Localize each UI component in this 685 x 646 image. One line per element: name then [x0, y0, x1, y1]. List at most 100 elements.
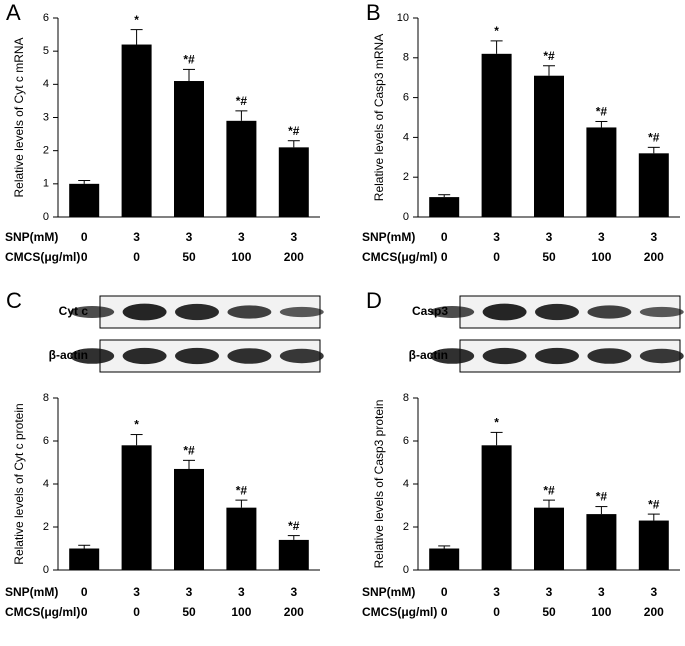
x-tick-label: 3: [493, 585, 500, 599]
x-tick-label: 200: [284, 605, 304, 619]
bar: [586, 127, 617, 217]
row-label: SNP(mM): [5, 230, 58, 244]
blot-label: Cyt c: [59, 304, 89, 318]
significance-label: *#: [236, 94, 248, 108]
y-tick-label: 2: [43, 521, 49, 533]
y-tick-label: 2: [403, 521, 409, 533]
x-tick-label: 3: [238, 585, 245, 599]
x-tick-label: 200: [644, 250, 664, 264]
blot-label: β-actin: [49, 348, 88, 362]
x-tick-label: 3: [493, 230, 500, 244]
y-tick-label: 4: [43, 478, 49, 490]
error-bar: [235, 110, 248, 121]
significance-label: *#: [236, 483, 248, 497]
x-tick-label: 0: [441, 585, 448, 599]
bar: [481, 53, 512, 217]
error-bar: [183, 459, 195, 469]
panel-letter: C: [6, 288, 22, 313]
blot-band: [122, 303, 167, 321]
error-bar: [543, 499, 555, 508]
y-tick-label: 6: [403, 435, 409, 447]
x-tick-label: 50: [542, 250, 556, 264]
y-tick-label: 1: [43, 178, 49, 190]
bar: [226, 120, 257, 217]
bar: [226, 507, 257, 570]
x-tick-label: 50: [182, 250, 196, 264]
y-tick-label: 5: [43, 45, 49, 57]
significance-label: *#: [288, 124, 300, 138]
bar: [638, 153, 669, 217]
x-tick-label: 0: [441, 250, 448, 264]
blot-band: [535, 303, 579, 321]
x-tick-label: 3: [133, 230, 140, 244]
bar: [278, 147, 309, 217]
y-tick-label: 0: [403, 211, 409, 223]
x-tick-label: 200: [644, 605, 664, 619]
row-label: CMCS(μg/ml): [5, 250, 80, 264]
error-bar: [130, 29, 143, 45]
significance-label: *#: [596, 105, 608, 119]
row-label: CMCS(μg/ml): [5, 605, 80, 619]
x-tick-label: 100: [231, 250, 251, 264]
error-bar: [130, 434, 143, 446]
error-bar: [595, 506, 608, 515]
y-axis-label: Relative levels of Casp3 mRNA: [372, 34, 386, 201]
panel-letter: B: [366, 0, 381, 25]
x-tick-label: 3: [133, 585, 140, 599]
bar: [174, 81, 204, 218]
blot-band: [122, 347, 167, 365]
blot-label: Casp3: [412, 304, 448, 318]
y-tick-label: 8: [43, 392, 49, 404]
y-tick-label: 0: [403, 564, 409, 576]
error-bar: [438, 545, 451, 549]
y-tick-label: 6: [43, 435, 49, 447]
x-tick-label: 3: [186, 230, 193, 244]
x-tick-label: 3: [598, 585, 605, 599]
blot-band: [430, 306, 475, 318]
x-tick-label: 50: [542, 605, 556, 619]
row-label: CMCS(μg/ml): [362, 605, 437, 619]
row-label: CMCS(μg/ml): [362, 250, 437, 264]
row-label: SNP(mM): [5, 585, 58, 599]
y-tick-label: 10: [397, 12, 409, 24]
y-axis-label: Relative levels of Casp3 protein: [372, 400, 386, 569]
y-tick-label: 2: [43, 145, 49, 157]
bar: [534, 507, 564, 570]
y-tick-label: 8: [403, 52, 409, 64]
x-tick-label: 3: [290, 585, 297, 599]
row-label: SNP(mM): [362, 585, 415, 599]
x-tick-label: 0: [441, 230, 448, 244]
error-bar: [490, 40, 503, 54]
y-axis-label: Relative levels of Cyt c protein: [12, 403, 26, 564]
significance-label: *#: [543, 49, 555, 63]
error-bar: [490, 431, 503, 446]
x-tick-label: 100: [591, 250, 611, 264]
x-tick-label: 3: [238, 230, 245, 244]
bar: [429, 197, 460, 217]
error-bar: [647, 513, 660, 521]
bar: [174, 468, 204, 570]
blot-band: [587, 348, 632, 364]
significance-label: *#: [648, 497, 660, 511]
y-tick-label: 8: [403, 392, 409, 404]
y-axis-label: Relative levels of Cyt c mRNA: [12, 37, 26, 197]
x-tick-label: 3: [546, 230, 553, 244]
x-tick-label: 0: [133, 250, 140, 264]
error-bar: [235, 499, 248, 508]
blot-band: [70, 306, 115, 318]
y-tick-label: 3: [43, 111, 49, 123]
y-tick-label: 6: [403, 92, 409, 104]
error-bar: [287, 535, 300, 540]
x-tick-label: 0: [81, 250, 88, 264]
x-tick-label: 3: [650, 230, 657, 244]
bar: [586, 514, 617, 570]
y-tick-label: 0: [43, 564, 49, 576]
bar: [69, 548, 100, 570]
error-bar: [287, 140, 300, 148]
blot-band: [227, 348, 272, 364]
significance-label: *: [134, 418, 139, 432]
x-tick-label: 50: [182, 605, 196, 619]
y-tick-label: 2: [403, 171, 409, 183]
blot-band: [430, 348, 475, 364]
x-tick-label: 3: [650, 585, 657, 599]
